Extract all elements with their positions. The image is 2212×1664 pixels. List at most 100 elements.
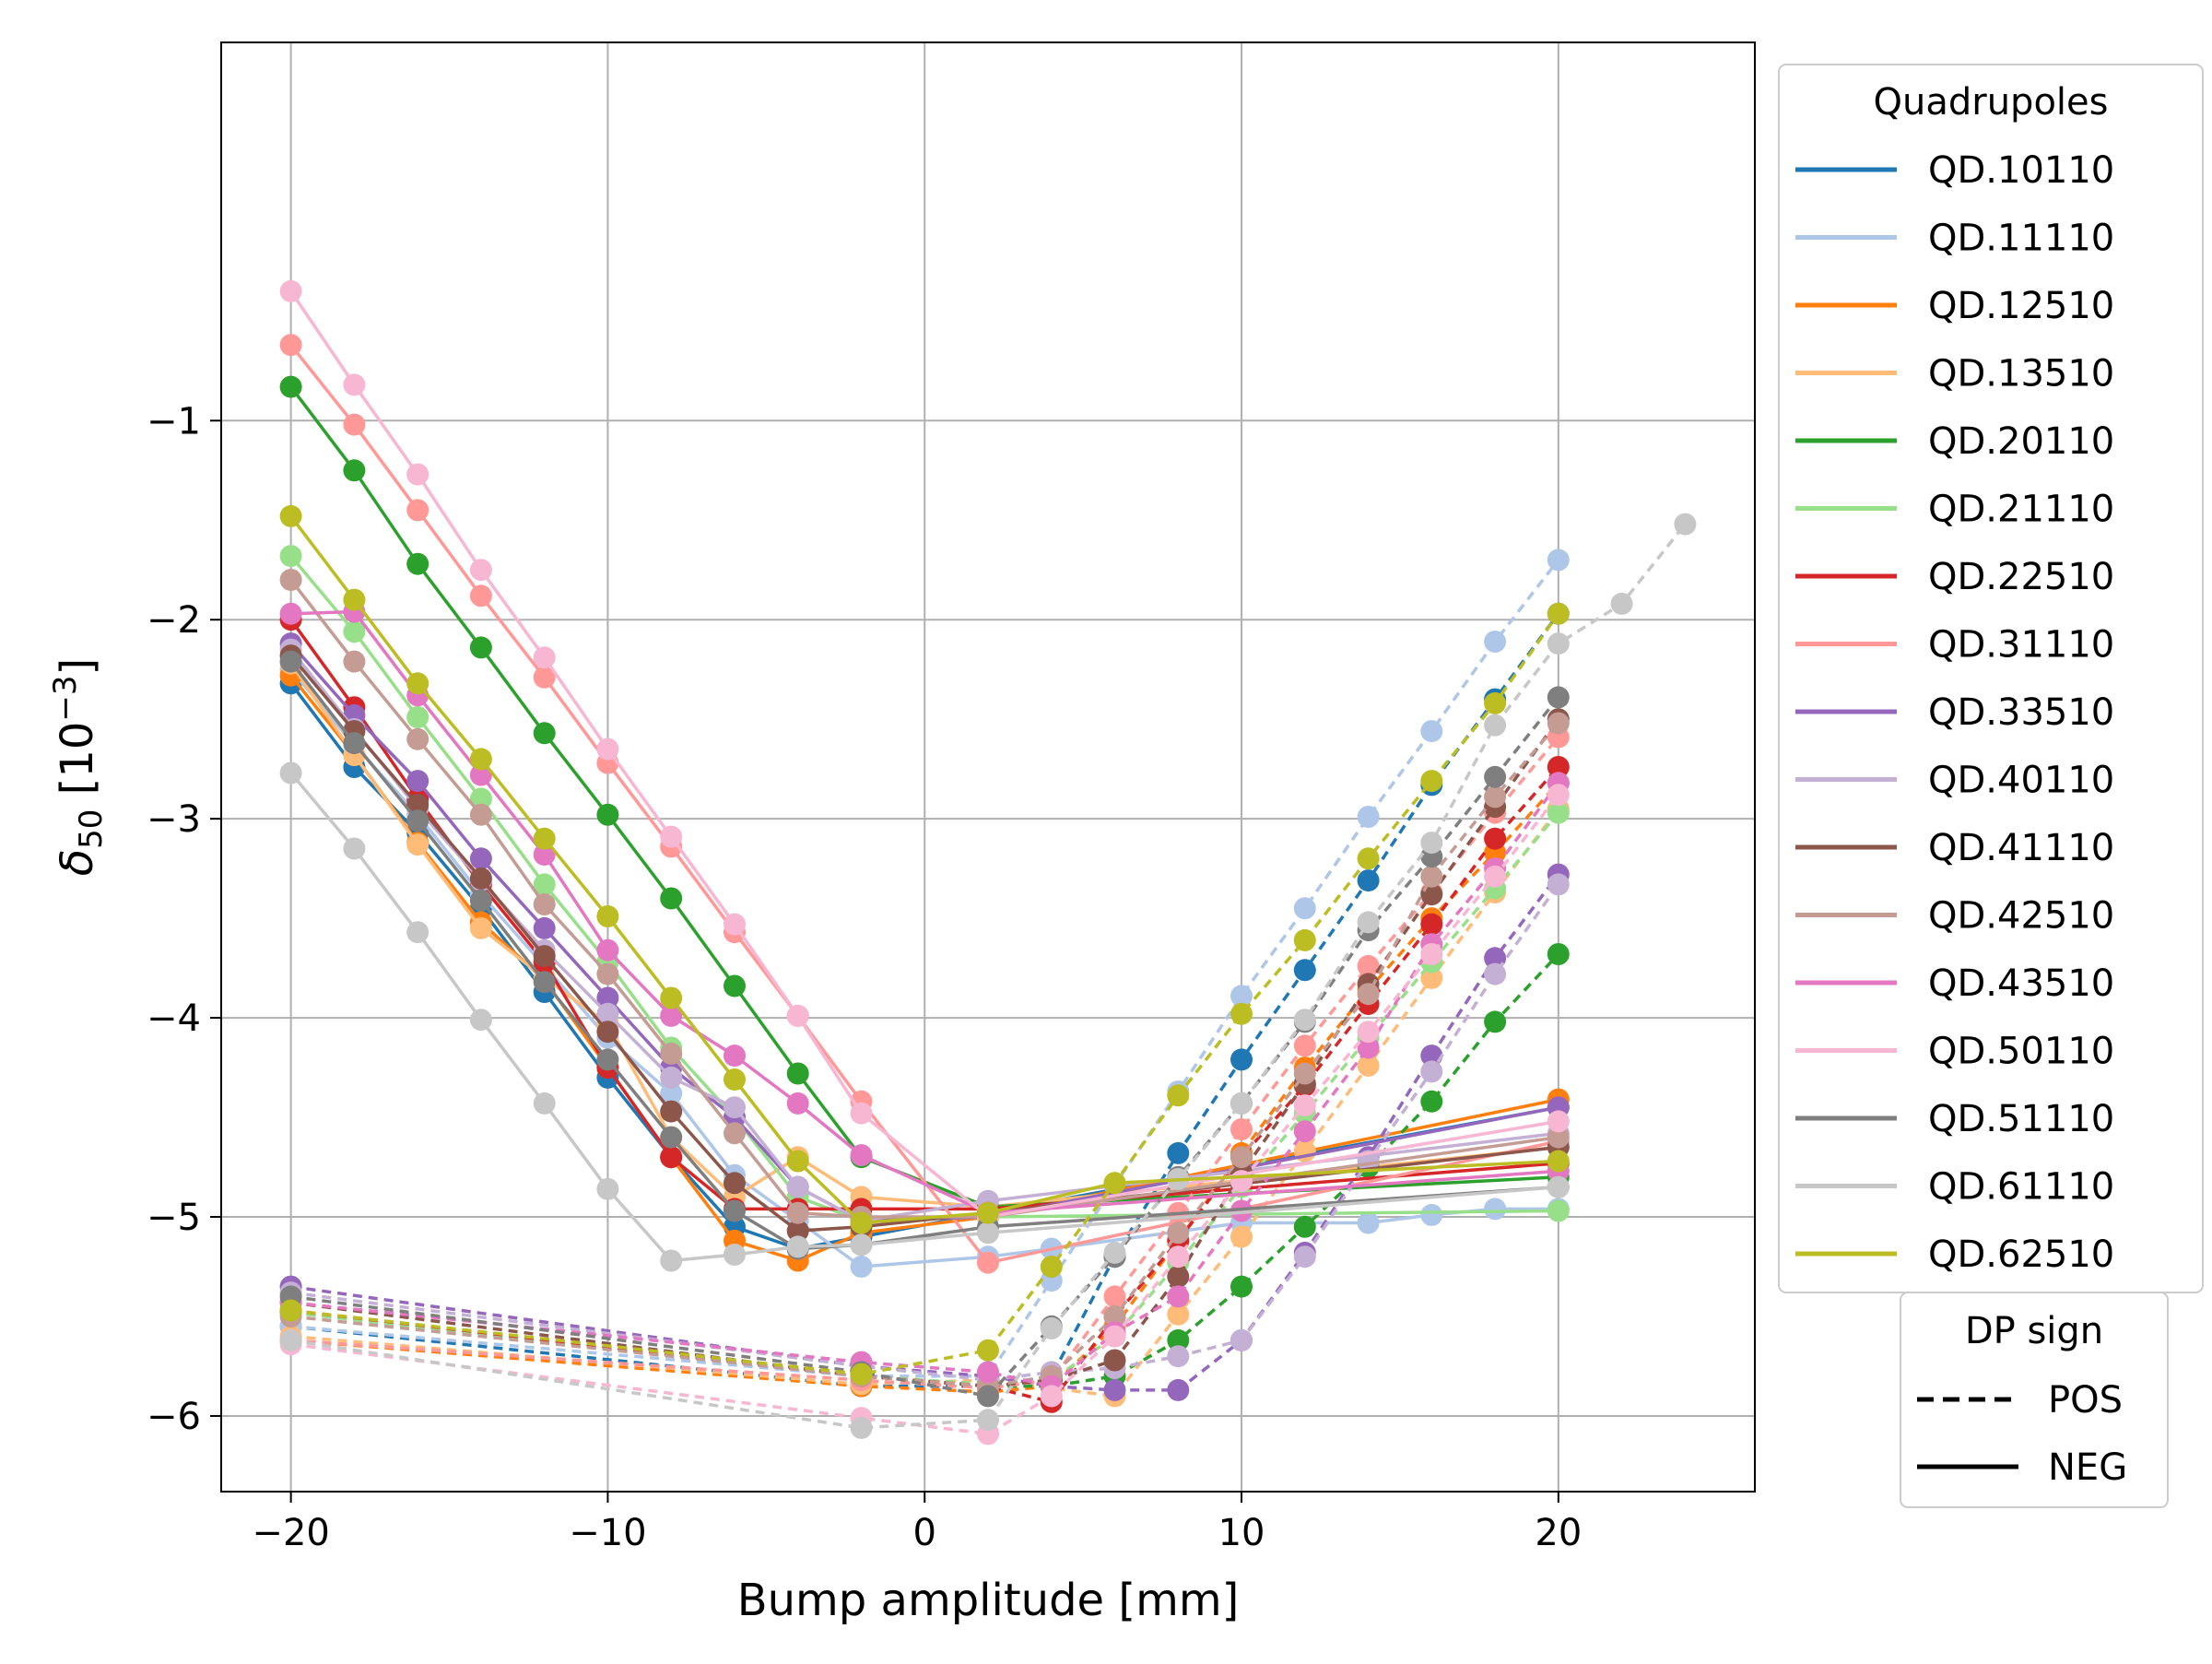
data-point-pos [1420,865,1443,888]
data-point-pos [1167,1378,1190,1401]
data-point-neg [786,1235,809,1258]
data-point-neg [660,1082,683,1105]
y-tick-label: −5 [147,1197,201,1239]
legend-quadrupoles-entries: QD.10110 QD.11110 QD.12510 QD.13510 QD.20110… [1795,149,2114,1276]
y-axis-label-subscript: 50 [73,809,110,849]
data-point-pos [1420,770,1443,793]
data-point-neg [724,974,746,997]
data-point-neg [533,666,556,689]
x-tick-label: 0 [913,1512,936,1554]
x-axis-label: Bump amplitude [mm] [737,1575,1240,1626]
series-line-neg [289,344,1559,1265]
data-point-neg [724,1044,746,1068]
data-point-neg [660,887,683,910]
data-point-pos [1547,801,1570,824]
legend-label: NEG [2048,1446,2127,1489]
data-point-neg [1103,1172,1126,1195]
series-line-neg [289,578,1559,1219]
data-point-neg [850,1102,873,1125]
data-point-pos [1103,1305,1126,1328]
data-point-neg [850,1256,873,1278]
series-line-pos [290,696,1560,1398]
data-point-neg [279,602,302,625]
data-point-neg [660,825,683,848]
data-point-neg [406,463,429,486]
data-point-pos [1484,785,1507,808]
data-point-neg [660,1042,683,1065]
data-point-neg [406,499,429,522]
legend-label: QD.62510 [1928,1233,2114,1276]
data-point-neg [786,1004,809,1027]
data-point-neg [786,1175,809,1198]
data-point-neg [533,971,556,994]
data-point-neg [596,1177,619,1200]
data-point-neg [1547,1126,1570,1149]
series-line-pos [290,782,1560,1388]
data-point-neg [469,636,492,659]
legend-label: QD.11110 [1928,218,2114,260]
data-point-pos [1167,1221,1190,1245]
data-point-pos [850,1416,873,1439]
data-point-pos [1420,966,1443,989]
data-point-neg [596,905,619,927]
data-point-pos [1293,897,1316,920]
data-point-pos [1674,513,1697,536]
data-point-neg [343,732,366,755]
data-point-pos [1167,1084,1190,1107]
data-point-neg [1357,1211,1380,1234]
y-axis-label: δ50 [10−3] [47,658,110,877]
data-point-neg [724,1068,746,1091]
data-point-neg [724,1244,746,1266]
data-point-neg [279,279,302,302]
data-point-neg [406,921,429,944]
data-point-pos [1357,847,1380,870]
data-point-pos [1103,1349,1126,1372]
series-line-pos [290,523,1687,1430]
legend-label: QD.31110 [1928,624,2114,667]
legend-label: QD.33510 [1928,691,2114,734]
data-point-pos [1357,1021,1380,1044]
legend-label: QD.13510 [1928,353,2114,395]
data-point-neg [279,761,302,785]
data-point-pos [1484,631,1507,653]
y-axis-label-unit: [10 [52,722,103,809]
data-point-pos [1357,983,1380,1006]
data-point-neg [786,1220,809,1243]
data-point-neg [1547,1175,1570,1198]
data-point-pos [1230,1002,1253,1025]
data-point-pos [1040,1385,1063,1408]
data-point-neg [533,844,556,866]
data-point-neg [533,646,556,669]
legend-label: QD.40110 [1928,760,2114,802]
data-point-neg [343,620,366,643]
data-point-pos [1420,1090,1443,1113]
data-point-pos [1420,720,1443,743]
data-point-pos [1230,1225,1253,1248]
legend-label: QD.20110 [1928,420,2114,463]
data-point-neg [1484,1198,1507,1221]
data-point-pos [1230,1092,1253,1115]
data-point-neg [660,1004,683,1027]
data-point-neg [596,938,619,962]
data-point-pos [1484,1010,1507,1033]
data-point-pos [1484,765,1507,788]
data-point-pos [1040,1256,1063,1278]
data-point-pos [1230,1118,1253,1140]
data-point-neg [596,1002,619,1025]
data-point-neg [533,893,556,915]
data-point-pos [1420,832,1443,855]
data-point-pos [1547,756,1570,778]
legend-label: QD.12510 [1928,285,2114,327]
data-point-pos [1547,686,1570,709]
data-point-neg [406,809,429,832]
data-point-neg [660,986,683,1009]
data-point-pos [977,1409,999,1432]
legend-label: QD.61110 [1928,1166,2114,1209]
data-point-pos [279,1328,302,1351]
data-point-neg [660,1126,683,1149]
data-point-neg [279,504,302,527]
data-point-pos [1420,1060,1443,1083]
legend-label: QD.41110 [1928,827,2114,869]
data-point-neg [469,787,492,810]
data-point-neg [469,889,492,912]
